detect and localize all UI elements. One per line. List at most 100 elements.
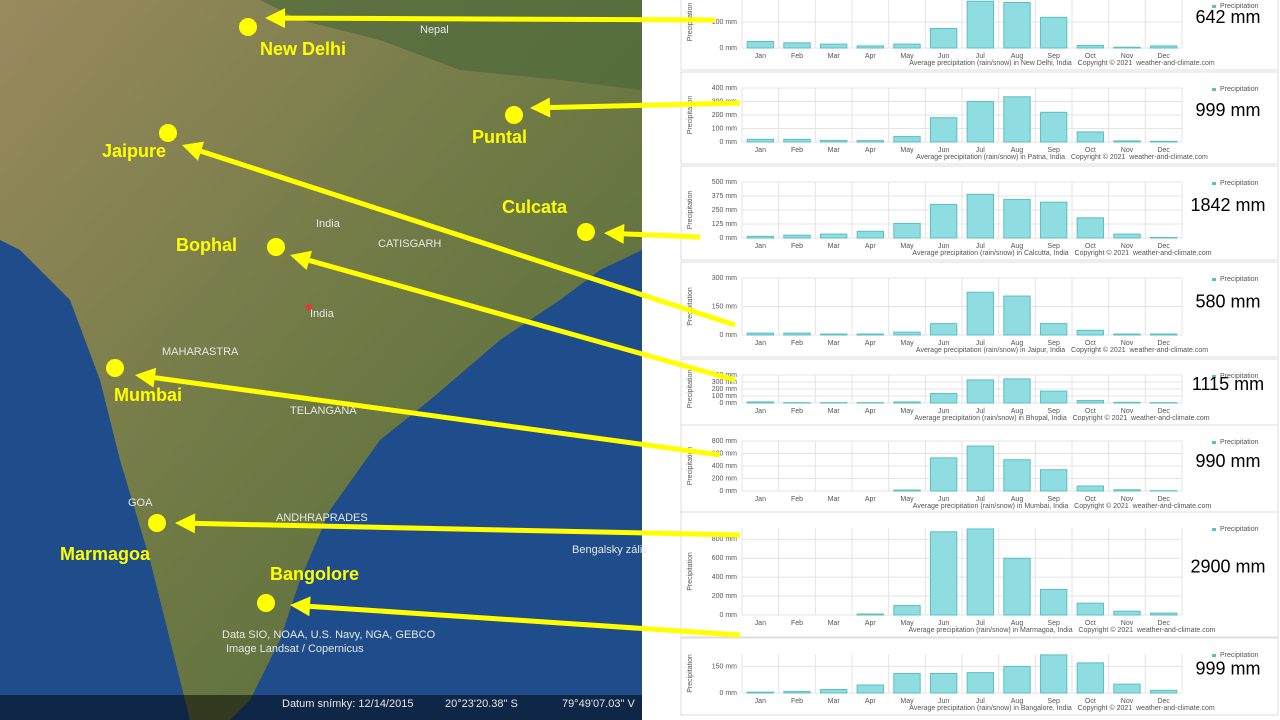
bar [819,233,848,239]
city-label: Puntal [472,127,527,147]
x-tick-label: Sep [1047,408,1060,415]
bar [783,332,811,336]
x-tick-label: Oct [1085,340,1096,347]
total-label: 1115 mm [1192,374,1264,394]
x-tick-label: Jan [755,408,766,415]
y-tick-label: 0 mm [720,235,738,242]
x-tick-label: Aug [1011,53,1024,60]
city-label: Jaipure [102,141,166,161]
bar [1039,16,1068,49]
bar [856,230,885,239]
x-tick-label: Sep [1047,620,1060,627]
bar [893,401,921,404]
y-tick-label: 100 mm [712,393,737,400]
city-label: Marmagoa [60,544,151,564]
x-tick-label: Jul [976,620,985,627]
x-tick-label: Sep [1047,698,1060,705]
x-tick-label: Jul [976,496,985,503]
y-axis-title: Precipitation [687,287,694,326]
total-label: 999 mm [1195,658,1260,678]
x-tick-label: Aug [1011,408,1024,415]
bar [783,234,811,239]
y-tick-label: 800 mm [712,438,737,445]
x-tick-label: Feb [791,243,803,250]
y-tick-label: 400 mm [712,85,737,92]
legend-label: Precipitation [1220,3,1259,10]
bar [1076,131,1105,143]
y-axis-title: Precipitation [687,370,694,409]
x-tick-label: Oct [1085,53,1096,60]
bar [856,333,885,336]
chart-caption: Average precipitation (rain/snow) in Pat… [916,153,1208,161]
y-tick-label: 0 mm [720,488,738,495]
bar [1003,557,1031,616]
x-tick-label: Jan [755,496,766,503]
bar [1039,390,1068,404]
x-tick-label: Dec [1157,147,1170,154]
x-tick-label: Dec [1157,340,1170,347]
bar [1149,236,1178,239]
bar [1076,217,1105,239]
x-tick-label: Feb [791,496,803,503]
chart-caption: Average precipitation (rain/snow) in New… [909,59,1215,67]
city-dot [257,594,275,612]
x-tick-label: Jul [976,53,985,60]
x-tick-label: Apr [865,243,877,250]
x-tick-label: Dec [1157,698,1170,705]
x-tick-label: Apr [865,698,877,705]
bar [856,140,885,143]
y-axis-title: Precipitation [687,552,694,591]
map-label: Nepal [420,24,449,36]
x-tick-label: May [900,620,914,627]
bar [893,331,921,336]
city-dot [159,124,177,142]
city-dot [106,359,124,377]
bar [1113,333,1141,336]
city-label: Culcata [502,197,568,217]
bar [856,684,885,694]
y-tick-label: 400 mm [712,463,737,470]
x-tick-label: Feb [791,340,803,347]
x-tick-label: May [900,698,914,705]
bar [819,333,848,336]
arrow-head [530,97,551,118]
x-tick-label: May [900,53,914,60]
x-tick-label: Jan [755,53,766,60]
himalaya [0,0,642,90]
y-axis-title: Precipitation [687,96,694,135]
total-label: 999 mm [1195,100,1260,120]
bar [783,138,811,143]
legend-label: Precipitation [1220,373,1259,380]
x-tick-label: Mar [828,147,841,154]
map-label: TELANGANA [290,405,357,417]
bar [783,691,811,694]
y-tick-label: 200 mm [712,593,737,600]
arrow-shaft [154,375,721,458]
bar [966,291,995,336]
x-tick-label: Feb [791,408,803,415]
bar [966,528,995,616]
arrow-shaft [549,100,741,111]
bar [1113,140,1141,143]
bar [1149,333,1178,336]
bar [1076,44,1105,49]
x-tick-label: Oct [1085,243,1096,250]
bar [929,673,958,694]
x-tick-label: Jun [938,408,949,415]
x-tick-label: Nov [1121,243,1134,250]
bar [1113,610,1141,616]
x-tick-label: Aug [1011,698,1024,705]
x-tick-label: Feb [791,698,803,705]
x-tick-label: Nov [1121,496,1134,503]
city-dot [505,106,523,124]
x-tick-label: Jan [755,620,766,627]
bar [1149,689,1178,694]
arrow-shaft [623,231,701,240]
total-label: 990 mm [1195,451,1260,471]
map-label: GOA [128,497,153,509]
x-tick-label: Feb [791,147,803,154]
bar [746,235,775,239]
x-tick-label: Dec [1157,496,1170,503]
x-tick-label: Jan [755,340,766,347]
y-tick-label: 200 mm [712,386,737,393]
